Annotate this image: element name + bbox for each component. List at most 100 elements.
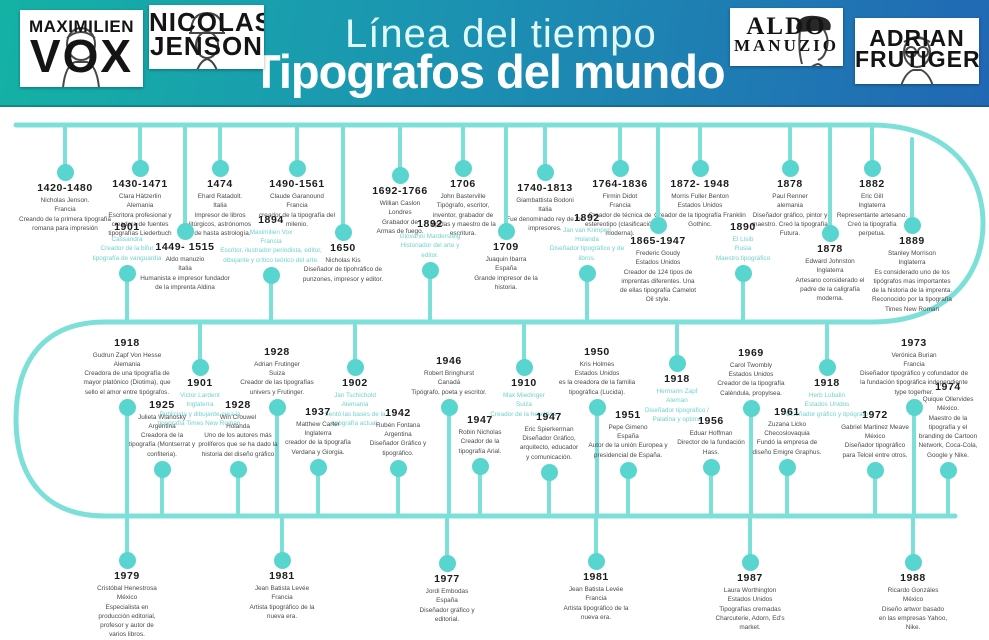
entry-dot (346, 358, 364, 376)
entry-dot (778, 458, 796, 476)
entry-stem (741, 273, 745, 322)
card-name-top: NICOLAS (149, 7, 264, 37)
entry-year: 1979 (114, 570, 140, 582)
entry-stem (698, 125, 702, 168)
entry-year: 1928 (264, 345, 290, 358)
entry-year: 1430-1471 (112, 178, 168, 190)
entry-textblock: 1972 Gabriel Martinez Meave México Diseñ… (819, 409, 931, 460)
entry-stem (585, 273, 589, 322)
entry-year: 1918 (664, 373, 690, 385)
portrait-adrian-frutiger-icon (900, 36, 934, 84)
entry-dot (821, 224, 839, 242)
entry-textblock: 1969 Carol Twombly Estados Unidos Creado… (695, 347, 807, 398)
entry-dot (515, 358, 533, 376)
entry-year: 1956 (698, 415, 724, 428)
entry-dot (939, 461, 957, 479)
entry-year: 1925 (149, 398, 175, 411)
entry-stem (198, 322, 202, 367)
entry-year: 1901 (114, 221, 140, 234)
entry-textblock: 1918 Hermann Zapf Aleman Diseñador tipog… (621, 373, 733, 424)
entry-year: 1977 (434, 573, 460, 585)
card-name-bottom: VOX (29, 29, 134, 82)
card-name-bottom: FRUTIGER (855, 46, 979, 73)
entry-dot (497, 222, 515, 240)
card-adrian-frutiger: ADRIAN FRUTIGER (855, 18, 979, 84)
title-script: Línea del tiempo (345, 12, 657, 56)
title-main: Tipografos del mundo (252, 45, 726, 98)
entry-textblock: 1910 Max Miedinger Suiza Creador de la h… (472, 377, 576, 419)
card-name-top: MAXIMILIEN (28, 17, 135, 36)
entry-textblock: 1981 Jean Batista Levée Francia Artista … (541, 571, 651, 622)
entry-text: Laura Worthington Estados Unidos Tipogra… (715, 587, 785, 632)
entry-text: Max Miedinger Suiza Creador de la helvét… (490, 392, 558, 418)
entry-stem (280, 516, 284, 560)
entry-stem (478, 466, 482, 516)
entry-dot (153, 460, 171, 478)
entry-stem (547, 472, 551, 516)
entry-text: El Lisib Rusia Maestro tipográfico (715, 236, 771, 262)
entry-text: Gabriel Martinez Meave México Diseñador … (841, 423, 909, 459)
entry-dot (454, 159, 472, 177)
entry-dot (262, 266, 280, 284)
entry-dot (904, 553, 922, 571)
entry-text: Rubén Fontana Argentina Diseñador Gráfic… (369, 421, 427, 457)
entry-stem (428, 270, 432, 322)
entry-text: Adrian Frutinger Suiza Creador de las ti… (240, 360, 314, 396)
entry-text: Kris Holmes Estados Unidos es la creador… (558, 360, 636, 396)
entry-stem (675, 322, 679, 363)
entry-year: 1928 (225, 398, 251, 411)
entry-year: 1882 (859, 178, 885, 190)
entry-dot (118, 264, 136, 282)
entry-dot (691, 159, 709, 177)
entry-stem (218, 125, 222, 168)
entry-text: Giovanni Mardersteig Historiador del art… (399, 233, 461, 259)
entry-textblock: 1950 Kris Holmes Estados Unidos es la cr… (535, 346, 659, 397)
entry-dot (229, 460, 247, 478)
entry-stem (912, 407, 916, 516)
entry-dot (781, 159, 799, 177)
entry-textblock: 1918 Herb Lubalin Estados Unidos Diseñad… (762, 377, 892, 419)
entry-textblock: 1988 Ricardo Gonzáles México Diseño artw… (858, 572, 968, 632)
header-banner: Línea del tiempo Tipografos del mundo MA… (0, 0, 989, 107)
entry-textblock: 1901 Cassandra Creador de la bifur tipog… (72, 221, 182, 263)
card-nicolas-jenson: NICOLAS JENSON (149, 5, 264, 69)
entry-dot (56, 163, 74, 181)
entry-dot (389, 459, 407, 477)
entry-textblock: 1764-1836 Firmin Didot Francia Creador d… (564, 178, 676, 238)
entry-textblock: 1979 Cristóbal Henestrosa México Especia… (77, 570, 177, 640)
entry-stem (870, 125, 874, 168)
entry-text: Edward Johnston Inglaterra Artesano cons… (795, 258, 865, 303)
entry-text: John Basterville Tipógrafo, escritor, in… (430, 193, 496, 238)
entry-year: 1942 (385, 406, 411, 419)
entry-dot (273, 551, 291, 569)
entry-stem (626, 470, 630, 516)
entry-textblock: 1889 Stanley Morrison Inglaterra Es cons… (850, 235, 974, 314)
card-name-top: ALDO (746, 13, 827, 40)
entry-dot (734, 264, 752, 282)
entry-stem (785, 467, 789, 516)
entry-year: 1740-1813 (517, 182, 573, 194)
entry-stem (828, 125, 832, 233)
entry-year: 1946 (436, 355, 462, 368)
entry-dot (587, 552, 605, 570)
entry-dot (702, 458, 720, 476)
entry-year: 1872- 1948 (670, 178, 730, 190)
entry-dot (578, 264, 596, 282)
entry-dot (176, 222, 194, 240)
entry-textblock: 1902 Jan Tschichold Alemania Sentó las b… (301, 377, 409, 428)
entry-text: Ehard Ratadolt. Italia Impresor de libro… (188, 193, 252, 238)
entry-text: Zuzana Licko Checoslovaquia Fundó la emp… (752, 420, 822, 456)
entry-year: 1764-1836 (592, 178, 648, 190)
entry-text: Clara Hätzerlin Alemania Escritora profe… (108, 193, 172, 238)
entry-text: Pepe Gimeno España Autor de la unión Eur… (588, 423, 668, 459)
entry-dot (131, 159, 149, 177)
entry-text: Jean Batista Levée Francia Artista tipog… (249, 585, 315, 620)
entry-stem (709, 467, 713, 516)
entry-text: Stanley Morrison Inglaterra Es considera… (871, 250, 953, 313)
entry-year: 1947 (467, 414, 493, 427)
entry-year: 1865-1947 (630, 235, 686, 247)
entry-textblock: 1947 Robin Nicholas Creador de la tipogr… (437, 414, 523, 456)
entry-dot (268, 398, 286, 416)
entry-year: 1490-1561 (269, 178, 325, 190)
